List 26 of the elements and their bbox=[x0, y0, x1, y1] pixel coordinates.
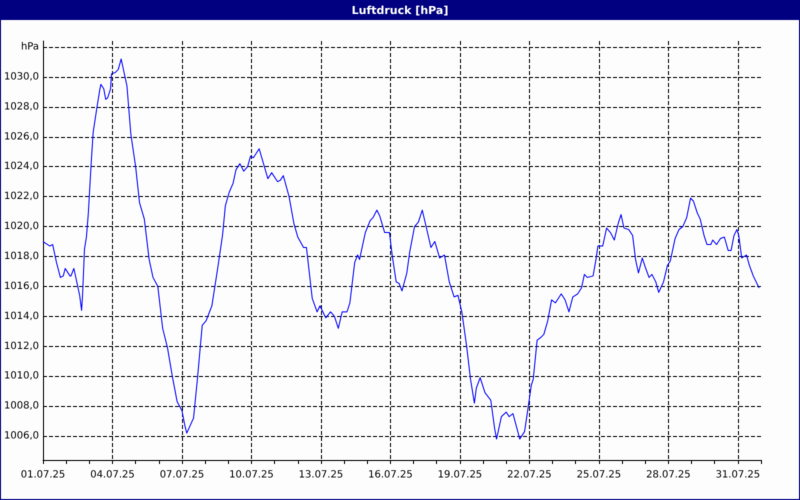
x-tick-label: 01.07.25 bbox=[20, 470, 66, 480]
x-tick-label: 16.07.25 bbox=[368, 470, 413, 480]
y-tick-label: 1030,0 bbox=[4, 71, 39, 82]
x-tick-label: 13.07.25 bbox=[298, 470, 344, 480]
y-tick-label: 1008,0 bbox=[4, 400, 39, 412]
x-tick-label: 19.07.25 bbox=[438, 470, 482, 480]
y-tick-label: 1006,0 bbox=[4, 430, 39, 442]
x-tick-label: 25.07.25 bbox=[576, 470, 622, 480]
y-tick-label: 1026,0 bbox=[4, 131, 39, 142]
x-tick-label: 07.07.25 bbox=[160, 470, 204, 480]
x-tick-label: 04.07.25 bbox=[90, 470, 135, 480]
y-tick-label: 1014,0 bbox=[4, 310, 39, 322]
x-tick-label: 10.07.25 bbox=[229, 470, 274, 480]
chart-title: Luftdruck [hPa] bbox=[1, 1, 799, 20]
x-tick-label: 28.07.25 bbox=[646, 470, 691, 480]
y-tick-label: 1028,0 bbox=[4, 101, 39, 112]
x-tick-label: 22.07.25 bbox=[507, 470, 552, 480]
y-tick-label: 1024,0 bbox=[4, 161, 39, 172]
y-tick-label: 1018,0 bbox=[4, 250, 39, 262]
y-tick-label: 1016,0 bbox=[4, 280, 39, 292]
y-tick-label: hPa bbox=[20, 41, 39, 52]
y-tick-label: 1020,0 bbox=[4, 221, 39, 232]
y-tick-label: 1022,0 bbox=[4, 191, 39, 202]
y-tick-label: 1012,0 bbox=[4, 340, 39, 352]
x-tick-label: 31.07.25 bbox=[716, 470, 760, 480]
y-tick-label: 1010,0 bbox=[4, 370, 39, 382]
